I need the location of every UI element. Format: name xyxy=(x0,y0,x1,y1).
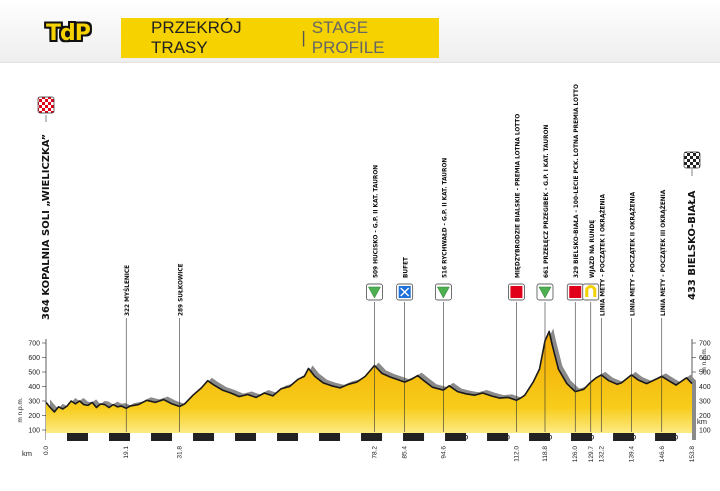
annotation-km: 94.6 xyxy=(440,446,447,459)
annotation-label: 364 KOPALNIA SOLI „WIELICZKA” xyxy=(41,134,52,320)
km-bar xyxy=(46,433,692,441)
annotation-label: LINIA METY - POCZĄTEK III OKRĄŻENIA xyxy=(660,189,667,316)
y-tick-label-right: 200 xyxy=(699,413,711,420)
km-tick-label: 40 xyxy=(208,436,215,442)
annotations-group: 0.0 364 KOPALNIA SOLI „WIELICZKA” 19.1 322 … xyxy=(37,84,701,463)
feed-icon-cross xyxy=(400,287,410,297)
annotation-km: 78.2 xyxy=(371,446,378,459)
x-axis-label: km xyxy=(22,449,32,458)
y-tick-label: 700 xyxy=(28,341,40,348)
annotation-km: 146.6 xyxy=(659,446,666,463)
sprint-icon xyxy=(569,286,582,298)
km-tick-label: 120 xyxy=(542,436,553,442)
km-tick-label: 10 xyxy=(82,436,89,442)
km-bar-segment xyxy=(424,433,446,441)
y-axis-label-right: m n.p.m. xyxy=(701,347,708,372)
y-axis-label: m n.p.m. xyxy=(17,397,24,422)
title-english: STAGE PROFILE xyxy=(311,18,385,57)
axes-group: 100 100 200 200 300 300 400 400 500 500 600 600 700 7… xyxy=(17,339,711,458)
km-bar-segment xyxy=(214,433,236,441)
km-bar-segment xyxy=(46,433,68,441)
annotation-label: 433 BIELSKO-BIAŁA xyxy=(687,190,698,300)
profile-group xyxy=(45,328,696,440)
km-bar-segment xyxy=(256,433,278,441)
km-bar-segment xyxy=(634,433,656,441)
km-bar-segment xyxy=(508,433,530,441)
title-divider: | xyxy=(301,28,306,47)
km-tick-label: 20 xyxy=(124,436,131,442)
circuit-icon xyxy=(585,285,597,297)
km-bar-segment xyxy=(340,433,362,441)
title-box: PRZEKRÓJ TRASY | STAGE PROFILE xyxy=(121,18,439,58)
annotation-km: 153.8 xyxy=(689,446,696,463)
km-tick-label: 140 xyxy=(626,436,637,442)
y-tick-label-right: 600 xyxy=(699,355,711,362)
km-bar-segment xyxy=(382,433,404,441)
km-tick-label: 70 xyxy=(334,436,341,442)
annotation-label: 329 BIELSKO-BIAŁA - 100-LECIE PCK. LOTNA… xyxy=(574,84,580,278)
km-bar-segment xyxy=(676,433,692,441)
annotation-label: WJAZD NA RUNDĘ xyxy=(590,220,596,278)
annotation-label: 509 HUCISKO - G.P. II KAT. TAURON xyxy=(373,165,379,278)
annotation-km: 19.1 xyxy=(123,446,130,459)
km-tick-label: 80 xyxy=(376,436,383,442)
y-tick-label: 100 xyxy=(28,428,40,435)
y-tick-label: 200 xyxy=(28,413,40,420)
annotation-label: 661 PRZEŁĘCZ PRZEGIBEK - G.P. I KAT. TAU… xyxy=(544,124,550,278)
km-tick-label: 30 xyxy=(166,436,173,442)
tdp-logo: TdP xyxy=(46,21,91,46)
km-tick-label: 60 xyxy=(292,436,299,442)
km-bar-segment xyxy=(172,433,194,441)
km-tick-label: 100 xyxy=(458,436,469,442)
annotation-label: LINIA METY - POCZĄTEK II OKRĄŻENIA xyxy=(630,191,637,316)
annotation-km: 139.4 xyxy=(629,446,636,463)
start-flag-icon xyxy=(37,96,55,114)
km-bar-segment xyxy=(592,433,614,441)
km-bar-segment xyxy=(550,433,572,441)
annotation-km: 129.7 xyxy=(588,446,595,463)
y-tick-label: 300 xyxy=(28,399,40,406)
annotation-km: 0.0 xyxy=(43,446,50,455)
annotation-label: BUFET xyxy=(404,257,410,278)
km-bar-segment xyxy=(88,433,110,441)
y-tick-label-right: 400 xyxy=(699,384,711,391)
km-bar-segment xyxy=(130,433,152,441)
annotation-label: 516 RYCHWAŁD - G.P. II KAT. TAURON xyxy=(442,158,448,278)
km-tick-label: 150 xyxy=(668,436,679,442)
km-tick-label: 110 xyxy=(500,436,510,442)
annotation-label: MIĘDZYBRODZIE BIALSKIE - PREMIA LOTNA LO… xyxy=(515,114,521,278)
profile-line xyxy=(45,330,693,413)
annotation-km: 85.4 xyxy=(402,446,409,459)
annotation-km: 132.2 xyxy=(598,446,605,463)
annotation-label: 289 SUŁKOWICE xyxy=(179,263,185,316)
annotation-km: 31.8 xyxy=(177,446,184,459)
y-tick-label-right: 500 xyxy=(699,370,711,377)
finish-flag-icon xyxy=(683,151,701,169)
km-bar-group: 10 20 30 40 50 60 70 80 90 100 110 120 130 140 150 xyxy=(46,433,692,442)
annotation-label: LINIA METY - POCZĄTEK I OKRĄŻENIA xyxy=(599,194,606,316)
km-tick-label: 50 xyxy=(250,436,257,442)
km-bar-segment xyxy=(466,433,488,441)
profile-fill xyxy=(46,331,692,440)
y-tick-label-right: 700 xyxy=(699,341,711,348)
y-tick-label: 600 xyxy=(28,355,40,362)
km-tick-label: 130 xyxy=(584,436,595,442)
climb-icon xyxy=(436,286,450,299)
sprint-icon xyxy=(510,286,523,298)
km-bar-segment xyxy=(298,433,320,441)
annotation-km: 118.8 xyxy=(542,446,549,462)
climb-icon xyxy=(538,286,552,299)
km-tick-label: 90 xyxy=(418,436,425,442)
annotation-label: 322 MYŚLENICE xyxy=(124,265,131,316)
y-tick-label: 400 xyxy=(28,384,40,391)
y-tick-label-right: 100 xyxy=(699,428,711,435)
y-tick-label-right: 300 xyxy=(699,399,711,406)
annotation-km: 126.0 xyxy=(572,446,579,463)
x-axis-label-right: km xyxy=(697,417,707,426)
annotation-km: 112.0 xyxy=(513,446,520,462)
climb-icon xyxy=(368,286,381,299)
title-polish: PRZEKRÓJ TRASY xyxy=(151,18,242,57)
y-tick-label: 500 xyxy=(28,370,40,377)
